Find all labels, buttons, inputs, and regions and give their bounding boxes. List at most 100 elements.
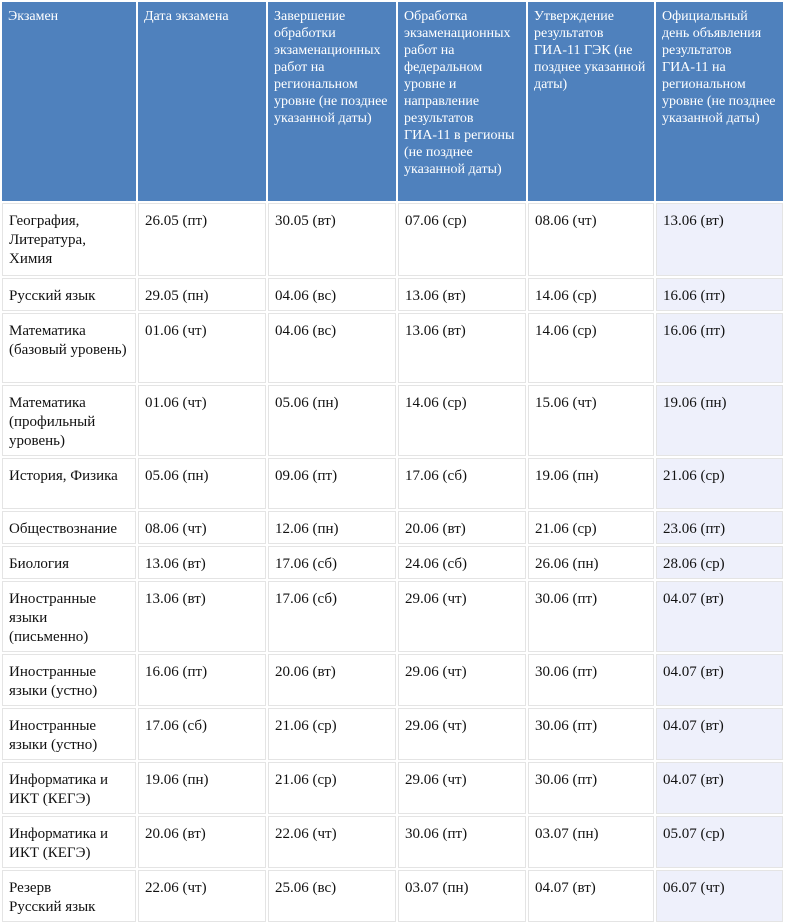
date-cell: 29.05 (пн) bbox=[138, 278, 266, 311]
date-cell: 09.06 (пт) bbox=[268, 458, 396, 509]
date-cell: 19.06 (пн) bbox=[138, 762, 266, 814]
date-cell: 07.06 (ср) bbox=[398, 203, 526, 276]
date-cell: 13.06 (вт) bbox=[138, 546, 266, 579]
date-cell: 05.06 (пн) bbox=[268, 385, 396, 456]
date-cell: 13.06 (вт) bbox=[656, 203, 783, 276]
exam-name: Иностранные языки (письменно) bbox=[2, 581, 136, 652]
exam-name: Информатика и ИКТ (КЕГЭ) bbox=[2, 762, 136, 814]
date-cell: 30.06 (пт) bbox=[398, 816, 526, 868]
date-cell: 21.06 (ср) bbox=[268, 762, 396, 814]
exam-name: История, Физика bbox=[2, 458, 136, 509]
date-cell: 03.07 (пн) bbox=[398, 870, 526, 922]
exam-name: География, Литература, Химия bbox=[2, 203, 136, 276]
date-cell: 12.06 (пн) bbox=[268, 511, 396, 544]
table-row: История, Физика 05.06 (пн) 09.06 (пт) 17.06… bbox=[2, 458, 783, 509]
table-row: География, Литература, Химия 26.05 (пт) 30… bbox=[2, 203, 783, 276]
date-cell: 05.06 (пн) bbox=[138, 458, 266, 509]
exam-name: Обществознание bbox=[2, 511, 136, 544]
date-cell: 17.06 (сб) bbox=[268, 581, 396, 652]
date-cell: 13.06 (вт) bbox=[398, 278, 526, 311]
table-row: Иностранные языки (письменно) 13.06 (вт) 1… bbox=[2, 581, 783, 652]
date-cell: 24.06 (сб) bbox=[398, 546, 526, 579]
date-cell: 28.06 (ср) bbox=[656, 546, 783, 579]
table-row: Обществознание 08.06 (чт) 12.06 (пн) 20.06 … bbox=[2, 511, 783, 544]
column-header: Завершение обработки экзаменационных раб… bbox=[268, 2, 396, 201]
date-cell: 15.06 (чт) bbox=[528, 385, 654, 456]
date-cell: 13.06 (вт) bbox=[138, 581, 266, 652]
date-cell: 20.06 (вт) bbox=[138, 816, 266, 868]
date-cell: 04.07 (вт) bbox=[656, 581, 783, 652]
date-cell: 30.05 (вт) bbox=[268, 203, 396, 276]
date-cell: 30.06 (пт) bbox=[528, 654, 654, 706]
date-cell: 03.07 (пн) bbox=[528, 816, 654, 868]
date-cell: 14.06 (ср) bbox=[528, 313, 654, 383]
table-row: Информатика и ИКТ (КЕГЭ) 19.06 (пн) 21.06 … bbox=[2, 762, 783, 814]
date-cell: 29.06 (чт) bbox=[398, 581, 526, 652]
header-row: Экзамен Дата экзамена Завершение обработки… bbox=[2, 2, 783, 201]
column-header: Официальный день объявления результатов … bbox=[656, 2, 783, 201]
date-cell: 20.06 (вт) bbox=[398, 511, 526, 544]
column-header: Утверждение результатов ГИА-11 ГЭК (не п… bbox=[528, 2, 654, 201]
date-cell: 08.06 (чт) bbox=[528, 203, 654, 276]
exam-name: Информатика и ИКТ (КЕГЭ) bbox=[2, 816, 136, 868]
date-cell: 04.07 (вт) bbox=[656, 654, 783, 706]
table-row: Русский язык 29.05 (пн) 04.06 (вс) 13.06 (в… bbox=[2, 278, 783, 311]
date-cell: 29.06 (чт) bbox=[398, 762, 526, 814]
date-cell: 21.06 (ср) bbox=[528, 511, 654, 544]
date-cell: 04.06 (вс) bbox=[268, 278, 396, 311]
date-cell: 29.06 (чт) bbox=[398, 708, 526, 760]
exam-name: Русский язык bbox=[2, 278, 136, 311]
date-cell: 14.06 (ср) bbox=[528, 278, 654, 311]
exam-name: Резерв Русский язык bbox=[2, 870, 136, 922]
date-cell: 16.06 (пт) bbox=[656, 313, 783, 383]
date-cell: 30.06 (пт) bbox=[528, 708, 654, 760]
date-cell: 08.06 (чт) bbox=[138, 511, 266, 544]
date-cell: 04.07 (вт) bbox=[656, 762, 783, 814]
date-cell: 16.06 (пт) bbox=[138, 654, 266, 706]
table-row: Резерв Русский язык 22.06 (чт) 25.06 (вс) 0… bbox=[2, 870, 783, 922]
date-cell: 19.06 (пн) bbox=[656, 385, 783, 456]
exam-name: Биология bbox=[2, 546, 136, 579]
date-cell: 06.07 (чт) bbox=[656, 870, 783, 922]
table-row: Иностранные языки (устно) 17.06 (сб) 21.06… bbox=[2, 708, 783, 760]
table-row: Иностранные языки (устно) 16.06 (пт) 20.06… bbox=[2, 654, 783, 706]
date-cell: 14.06 (ср) bbox=[398, 385, 526, 456]
date-cell: 04.06 (вс) bbox=[268, 313, 396, 383]
date-cell: 04.07 (вт) bbox=[656, 708, 783, 760]
date-cell: 05.07 (ср) bbox=[656, 816, 783, 868]
table-row: Информатика и ИКТ (КЕГЭ) 20.06 (вт) 22.06 … bbox=[2, 816, 783, 868]
column-header: Обработка экзаменационных работ на федер… bbox=[398, 2, 526, 201]
table-row: Биология 13.06 (вт) 17.06 (сб) 24.06 (сб) 26… bbox=[2, 546, 783, 579]
exam-name: Математика (профильный уровень) bbox=[2, 385, 136, 456]
date-cell: 30.06 (пт) bbox=[528, 762, 654, 814]
date-cell: 22.06 (чт) bbox=[268, 816, 396, 868]
column-header: Дата экзамена bbox=[138, 2, 266, 201]
date-cell: 01.06 (чт) bbox=[138, 385, 266, 456]
exam-name: Иностранные языки (устно) bbox=[2, 708, 136, 760]
date-cell: 26.05 (пт) bbox=[138, 203, 266, 276]
date-cell: 01.06 (чт) bbox=[138, 313, 266, 383]
date-cell: 25.06 (вс) bbox=[268, 870, 396, 922]
date-cell: 16.06 (пт) bbox=[656, 278, 783, 311]
date-cell: 17.06 (сб) bbox=[138, 708, 266, 760]
date-cell: 26.06 (пн) bbox=[528, 546, 654, 579]
date-cell: 04.07 (вт) bbox=[528, 870, 654, 922]
date-cell: 30.06 (пт) bbox=[528, 581, 654, 652]
date-cell: 21.06 (ср) bbox=[268, 708, 396, 760]
date-cell: 29.06 (чт) bbox=[398, 654, 526, 706]
date-cell: 20.06 (вт) bbox=[268, 654, 396, 706]
column-header: Экзамен bbox=[2, 2, 136, 201]
date-cell: 22.06 (чт) bbox=[138, 870, 266, 922]
date-cell: 13.06 (вт) bbox=[398, 313, 526, 383]
exam-name: Иностранные языки (устно) bbox=[2, 654, 136, 706]
date-cell: 17.06 (сб) bbox=[268, 546, 396, 579]
table-row: Математика (профильный уровень) 01.06 (чт… bbox=[2, 385, 783, 456]
date-cell: 21.06 (ср) bbox=[656, 458, 783, 509]
date-cell: 19.06 (пн) bbox=[528, 458, 654, 509]
exam-name: Математика (базовый уровень) bbox=[2, 313, 136, 383]
date-cell: 17.06 (сб) bbox=[398, 458, 526, 509]
date-cell: 23.06 (пт) bbox=[656, 511, 783, 544]
table-row: Математика (базовый уровень) 01.06 (чт) 04… bbox=[2, 313, 783, 383]
